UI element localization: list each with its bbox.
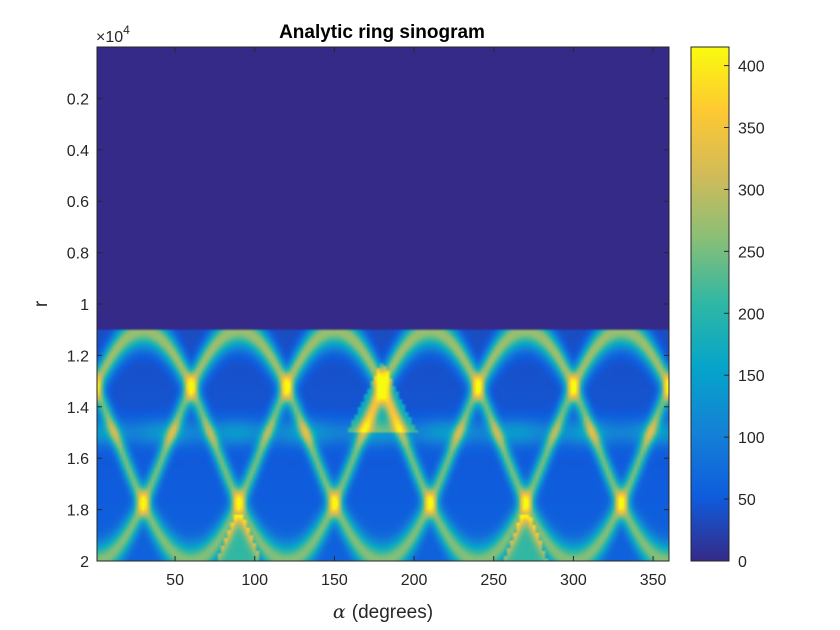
x-tick-label: 50 (166, 572, 184, 589)
x-axis-ticks: 50 100 150 200 250 300 350 (166, 47, 667, 589)
x-axis-label: α (degrees) (333, 601, 433, 623)
y-tick-label: 0.8 (67, 246, 89, 263)
colorbar-tick-label: 400 (738, 59, 765, 76)
y-axis-exponent-power: 4 (123, 23, 130, 37)
y-tick-label: 0.4 (67, 143, 89, 160)
plot-area (96, 46, 670, 562)
colorbar-tick-label: 250 (738, 244, 765, 261)
colorbar-tick-label: 150 (738, 368, 765, 385)
y-tick-label: 1.8 (67, 503, 89, 520)
y-axis-exponent: ×104 (96, 23, 130, 46)
colorbar-ticks: 0 50 100 150 200 250 300 350 400 (724, 59, 765, 571)
colorbar-tick-label: 200 (738, 306, 765, 323)
x-tick-label: 300 (560, 572, 587, 589)
x-axis-label-text: (degrees) (352, 602, 433, 623)
y-tick-label: 1.6 (67, 451, 89, 468)
colorbar-frame (690, 46, 730, 562)
x-tick-label: 150 (321, 572, 348, 589)
colorbar: 0 50 100 150 200 250 300 350 400 (690, 46, 765, 571)
colorbar-tick-label: 0 (738, 554, 747, 571)
y-tick-label: 1.2 (67, 348, 89, 365)
x-tick-label: 350 (640, 572, 667, 589)
y-tick-label: 2 (80, 554, 89, 571)
colorbar-tick-label: 100 (738, 430, 765, 447)
y-tick-label: 0.6 (67, 194, 89, 211)
y-axis-label: r (31, 300, 52, 307)
x-tick-label: 200 (401, 572, 428, 589)
colorbar-tick-label: 350 (738, 121, 765, 138)
x-tick-label: 250 (480, 572, 507, 589)
heatmap-image (97, 47, 669, 561)
colorbar-gradient (691, 47, 729, 561)
colorbar-tick-label: 300 (738, 182, 765, 199)
chart-title: Analytic ring sinogram (279, 22, 485, 43)
y-tick-label: 1 (80, 297, 89, 314)
y-axis-ticks: 0.2 0.4 0.6 0.8 1 1.2 1.4 1.6 1.8 2 (67, 91, 669, 571)
colorbar-tick-label: 50 (738, 492, 756, 509)
x-axis-label-symbol: α (333, 601, 346, 623)
y-tick-label: 0.2 (67, 91, 89, 108)
y-axis-exponent-base: ×10 (96, 29, 123, 46)
x-tick-label: 100 (241, 572, 268, 589)
y-tick-label: 1.4 (67, 400, 89, 417)
